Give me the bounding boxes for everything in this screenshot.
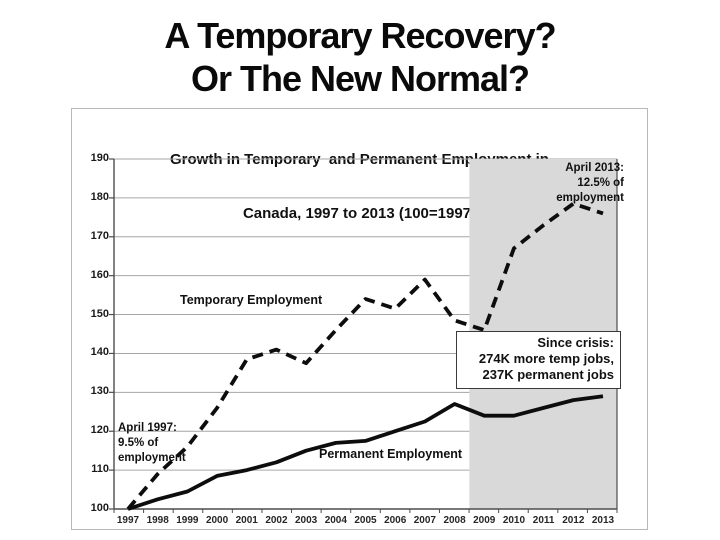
annotation-april-1997-line-2: 9.5% of: [118, 437, 159, 449]
y-axis-label: 170: [90, 229, 109, 242]
annotation-since-crisis-line-1: Since crisis:: [537, 335, 614, 350]
x-axis-label: 2005: [354, 515, 377, 526]
y-axis-label: 180: [90, 190, 109, 203]
annotation-since-crisis-line-2: 274K more temp jobs,: [478, 351, 614, 366]
annotation-april-2013: April 2013: 12.5% of employment: [556, 161, 624, 206]
y-axis-label: 150: [90, 307, 109, 320]
x-axis-label: 1998: [146, 515, 169, 526]
x-axis-label: 2011: [532, 515, 555, 526]
x-axis-label: 2003: [295, 515, 318, 526]
y-axis-label: 110: [91, 463, 109, 476]
slide-title-line-2: Or The New Normal?: [190, 58, 530, 99]
y-axis-label: 120: [90, 424, 109, 437]
annotation-april-2013-line-3: employment: [556, 192, 624, 204]
slide-title: A Temporary Recovery? Or The New Normal?: [0, 14, 720, 100]
series-solid-line: [127, 394, 604, 511]
annotation-since-crisis: Since crisis: 274K more temp jobs, 237K …: [456, 331, 621, 389]
annotation-april-1997-line-1: April 1997:: [118, 422, 177, 434]
x-axis-label: 2004: [324, 515, 347, 526]
series-dashed-line: [126, 201, 604, 511]
x-axis-label: 2002: [265, 515, 288, 526]
x-axis-label: 1997: [116, 515, 140, 526]
y-axis-label: 130: [90, 385, 109, 398]
y-axis-label: 160: [90, 268, 109, 281]
x-axis-label: 2008: [443, 515, 466, 526]
permanent-series-label: Permanent Employment: [319, 447, 463, 461]
annotation-april-2013-line-1: April 2013:: [565, 162, 624, 174]
x-axis-label: 2012: [562, 515, 585, 526]
x-axis-label: 2000: [205, 515, 229, 526]
x-axis-label: 2010: [502, 515, 526, 526]
y-axis-label: 100: [90, 502, 109, 514]
x-axis-label: 2007: [413, 515, 436, 526]
employment-chart: Growth in Temporary and Permanent Employ…: [71, 108, 648, 530]
annotation-april-1997-line-3: employment: [118, 452, 186, 464]
annotation-april-2013-line-2: 12.5% of: [577, 177, 624, 189]
x-axis-label: 2001: [235, 515, 258, 526]
annotation-since-crisis-line-3: 237K permanent jobs: [482, 367, 615, 382]
annotation-april-1997: April 1997: 9.5% of employment: [118, 421, 186, 466]
x-axis-label: 2013: [591, 515, 615, 526]
y-axis-label: 140: [90, 346, 109, 359]
temporary-series-label: Temporary Employment: [180, 293, 323, 307]
chart-title-line-2: Canada, 1997 to 2013 (100=1997): [242, 205, 477, 222]
x-axis-label: 2009: [473, 515, 496, 526]
x-axis-label: 1999: [176, 515, 199, 526]
x-axis-label: 2006: [384, 515, 407, 526]
slide-title-line-1: A Temporary Recovery?: [164, 15, 556, 56]
y-axis-label: 190: [90, 152, 109, 164]
